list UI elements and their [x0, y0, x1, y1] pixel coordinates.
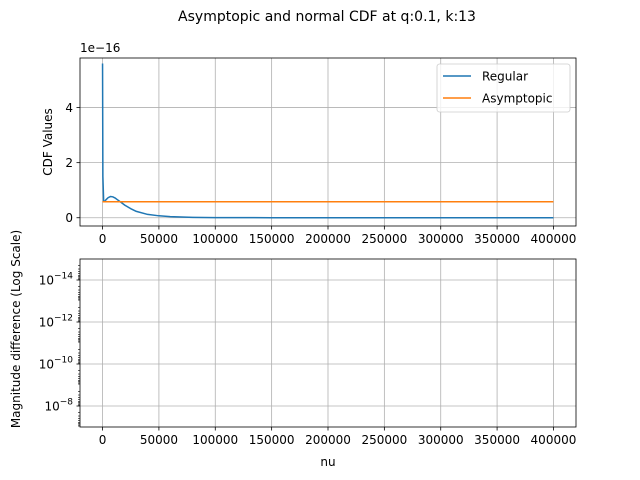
bottom-x-tick-label: 150000 — [249, 433, 295, 447]
bottom-x-tick-label: 250000 — [361, 433, 407, 447]
bottom-chart-y-axis-label: Magnitude difference (Log Scale) — [9, 230, 23, 428]
bottom-y-tick-base: 10 — [44, 400, 59, 414]
series-line-regular — [101, 63, 554, 219]
top-x-tick-label: 300000 — [418, 232, 464, 246]
top-x-tick-label: 100000 — [192, 232, 238, 246]
bottom-chart-grid — [80, 259, 576, 427]
figure-title: Asymptopic and normal CDF at q:0.1, k:13 — [178, 9, 476, 25]
bottom-y-tick-base: 10 — [39, 358, 54, 372]
bottom-y-tick-base: 10 — [39, 316, 54, 330]
bottom-y-tick-label: 10−14 — [39, 272, 74, 288]
bottom-x-tick-label: 0 — [99, 433, 107, 447]
top-chart-y-axis-label: CDF Values — [41, 108, 55, 176]
bottom-x-tick-label: 400000 — [531, 433, 577, 447]
bottom-y-tick-label: 10−8 — [44, 398, 73, 414]
top-chart-y-ticks: 0 2 4 — [65, 101, 80, 225]
top-chart-x-ticks: 0 50000 100000 150000 200000 250000 300000 3500… — [99, 226, 577, 246]
bottom-y-tick-exponent: −14 — [54, 272, 73, 282]
top-x-tick-label: 350000 — [474, 232, 520, 246]
top-y-tick-label: 2 — [65, 156, 73, 170]
bottom-y-tick-label: 10−12 — [39, 314, 73, 330]
legend-label-regular: Regular — [482, 70, 528, 84]
top-x-tick-label: 50000 — [140, 232, 178, 246]
bottom-y-tick-base: 10 — [39, 274, 54, 288]
top-chart-series — [101, 63, 554, 219]
bottom-x-tick-label: 50000 — [140, 433, 178, 447]
bottom-y-tick-label: 10−10 — [39, 356, 74, 372]
top-x-tick-label: 0 — [99, 232, 107, 246]
bottom-chart-x-axis-label: nu — [320, 455, 335, 469]
top-chart-offset-text: 1e−16 — [80, 41, 120, 55]
top-x-tick-label: 400000 — [531, 232, 577, 246]
bottom-y-tick-exponent: −12 — [54, 314, 73, 324]
bottom-y-tick-exponent: −10 — [54, 356, 73, 366]
bottom-chart-x-ticks: 0 50000 100000 150000 200000 250000 300000 3500… — [99, 427, 577, 447]
bottom-x-tick-label: 100000 — [192, 433, 238, 447]
legend-label-asymptopic: Asymptopic — [482, 92, 552, 106]
bottom-x-tick-label: 200000 — [305, 433, 351, 447]
bottom-x-tick-label: 300000 — [418, 433, 464, 447]
top-chart: 0 50000 100000 150000 200000 250000 300000 3500… — [41, 41, 577, 246]
top-x-tick-label: 150000 — [249, 232, 295, 246]
top-x-tick-label: 250000 — [361, 232, 407, 246]
bottom-x-tick-label: 350000 — [474, 433, 520, 447]
top-y-tick-label: 0 — [65, 211, 73, 225]
bottom-y-tick-exponent: −8 — [60, 398, 74, 408]
top-chart-legend: Regular Asymptopic — [436, 63, 571, 113]
top-x-tick-label: 200000 — [305, 232, 351, 246]
top-y-tick-label: 4 — [65, 101, 73, 115]
bottom-chart: 0 50000 100000 150000 200000 250000 300000 3500… — [9, 230, 577, 469]
